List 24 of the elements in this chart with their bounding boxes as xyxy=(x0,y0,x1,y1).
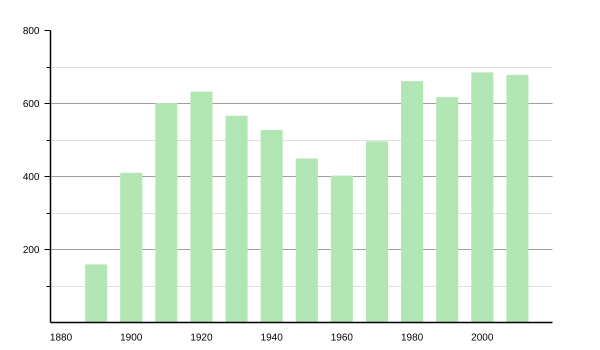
bar xyxy=(155,103,178,322)
bar xyxy=(330,176,353,322)
x-tick-label: 1920 xyxy=(190,332,214,344)
x-tick-label: 1940 xyxy=(260,332,284,344)
y-tick-label: 800 xyxy=(22,26,40,37)
x-tick-label: 1960 xyxy=(330,332,354,344)
y-tick-label: 600 xyxy=(22,99,40,110)
x-tick-label: 1980 xyxy=(400,332,424,344)
bar xyxy=(296,158,318,322)
bar xyxy=(401,81,424,322)
y-tick-label: 400 xyxy=(22,172,40,183)
x-tick-label: 1880 xyxy=(50,332,73,344)
x-tick-label: 1900 xyxy=(120,332,143,344)
bar xyxy=(85,264,108,322)
bar xyxy=(436,97,458,322)
bar xyxy=(190,92,212,322)
bar xyxy=(366,141,388,322)
bar xyxy=(260,130,283,322)
x-tick-label: 2000 xyxy=(471,332,494,344)
bar xyxy=(120,172,142,322)
bar xyxy=(226,116,248,322)
y-tick-label: 200 xyxy=(22,245,40,256)
bar xyxy=(471,72,494,322)
bar xyxy=(506,74,528,322)
